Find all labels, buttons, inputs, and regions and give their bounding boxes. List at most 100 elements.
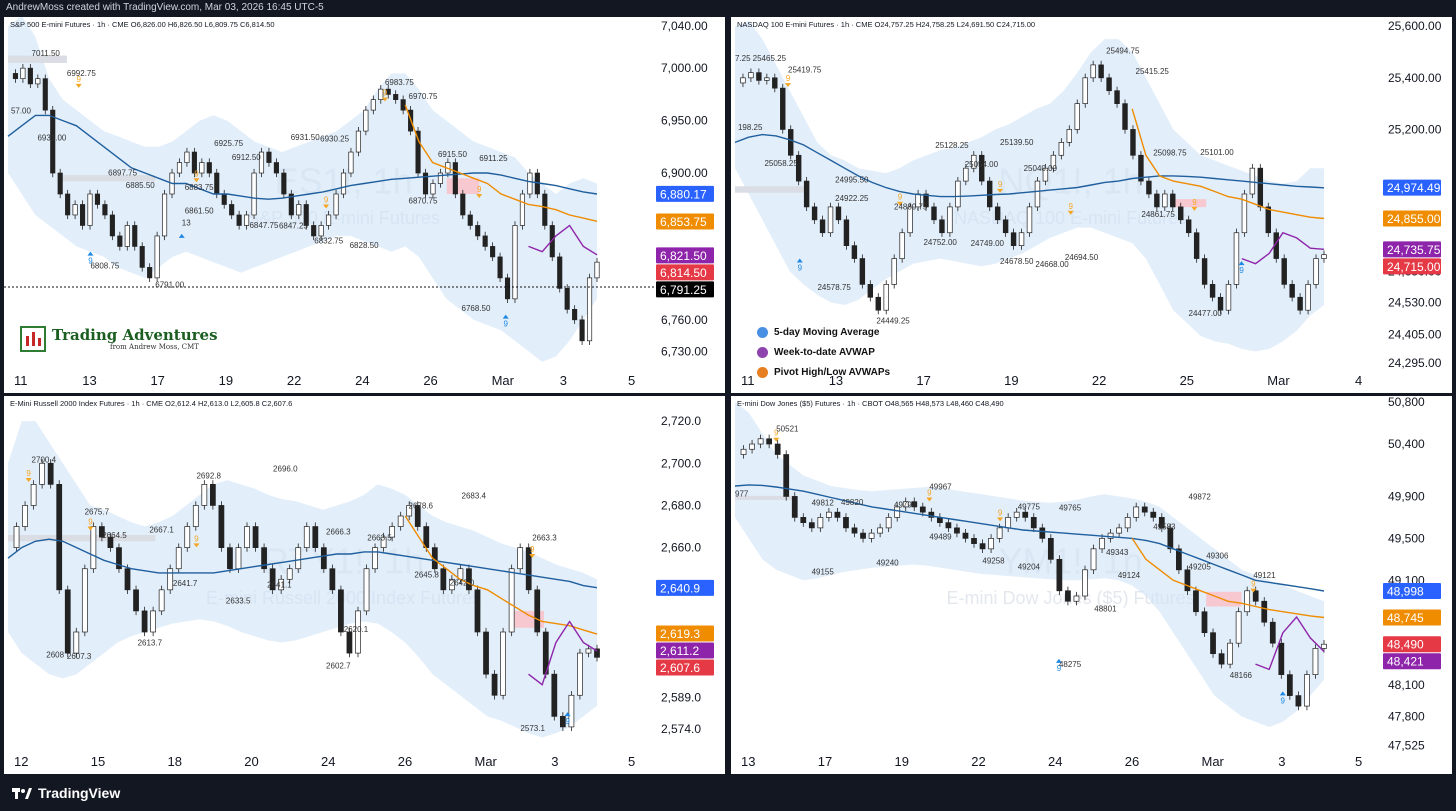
candle-body-down [1150,511,1157,518]
bollinger-band [8,421,597,738]
chart-title: NASDAQ 100 E-mini Futures · 1h · CME O24… [737,20,1035,29]
candle [355,126,361,157]
pivot-label: 6970.75 [409,92,438,101]
tradingview-logo-icon [12,788,32,799]
x-tick-label: 24 [1048,754,1062,769]
pivot-label: 48166 [1230,671,1253,680]
pivot-label: 49124 [1118,571,1141,580]
tradingview-brand[interactable]: TradingView [12,785,120,801]
candle [107,532,114,552]
candle-body-down [475,225,481,237]
candle-body-up [1005,517,1012,529]
candle [894,502,901,522]
candle [1201,607,1208,637]
candle-body-up [1233,232,1240,285]
candle-body-down [1210,632,1216,655]
candle [109,210,115,241]
marker-label: 9 [1192,198,1197,207]
candle-body-up [899,232,905,259]
td-sell-marker: 9 [785,74,792,87]
triangle-up-icon [564,712,571,717]
candle-body-down [491,673,498,696]
candle-body-up [749,443,755,450]
candle [482,231,488,251]
candle [162,189,168,241]
candle [378,84,384,104]
price-tag: 2,619.3 [656,625,714,642]
candle-body-down [393,94,399,100]
candle-body-down [1176,548,1182,571]
chart-panel-rty[interactable]: RTY1!, 1hE-mini Russell 2000 Index Futur… [4,396,725,774]
pivot-label: 6983.75 [385,78,414,87]
legend-item: 5-day Moving Average [757,322,890,342]
candle-body-up [757,438,764,445]
chart-panel-es[interactable]: ES1!, 1hS&P 500 E-mini Futures9999999701… [4,17,725,393]
candle-body-down [94,193,101,205]
candle-body-up [380,536,387,548]
pivot-label: 2667.1 [149,526,174,535]
candle-body-down [209,484,216,506]
candle-body-down [269,568,276,591]
marker-label: 9 [1251,580,1256,589]
candle-body-down [1252,590,1259,602]
candle [430,179,436,199]
candle [979,539,986,554]
pivot-label: 2620.1 [344,625,369,634]
candle-body-up [244,214,250,226]
candle-body-down [534,589,541,633]
candle [749,439,755,454]
pivot-label: 6847.25 [279,221,308,230]
candle [971,151,977,173]
y-tick-label: 6,900.00 [661,166,708,180]
chart-panel-ym[interactable]: YM1!, 1hE-mini Dow Jones ($5) Futures999… [731,396,1452,774]
marker-label: 9 [88,257,93,266]
logo-title: Trading Adventures [52,326,218,344]
candle [1312,644,1319,679]
pivot-label: 49794 [894,501,917,510]
candle [452,158,458,199]
candle [296,200,302,220]
price-tag-label: 48,745 [1387,611,1424,625]
candle-body-down [803,180,810,208]
pivot-label: 6768.50 [462,304,491,313]
candle-body-up [817,517,824,529]
candle [1297,293,1303,315]
candle [87,189,93,230]
candle-body-down [191,151,197,174]
candle-body-down [139,246,145,268]
pivot-label: 2683.4 [462,491,487,500]
pivot-label: 49765 [1059,504,1082,513]
triangle-down-icon [997,517,1004,522]
price-tag: 2,611.2 [656,642,714,659]
pivot-label: 49872 [1189,492,1212,501]
candle [947,202,953,237]
x-tick-label: 22 [971,754,985,769]
grey-zone [735,186,806,193]
candle [851,241,858,263]
candle [568,691,575,732]
pivot-label: 6925.75 [214,139,243,148]
y-tick-label: 24,295.00 [1388,356,1442,370]
wtd-avwap-line [528,224,598,256]
candle [102,200,108,220]
candle [1321,250,1327,263]
price-tag-box [656,213,714,230]
candle-body-up [389,526,396,538]
triangle-down-icon [193,543,200,548]
marker-label: 9 [1057,664,1062,673]
candle-body-up [150,610,156,633]
candle-body-down [1047,538,1054,560]
candle-body-down [261,547,267,570]
candle-body-up [971,154,977,169]
candle-body-up [1073,595,1080,602]
candle [415,126,421,178]
candle [22,501,28,531]
chart-panel-nq[interactable]: NQ1!, 1hNASDAQ 100 E-mini Futures9999999… [731,17,1452,393]
candle-body-down [1261,600,1268,623]
candle [56,480,63,594]
candle-body-down [979,154,985,182]
candle [406,501,413,521]
candle [1278,639,1285,679]
candle [329,564,336,594]
pivot-avwap-line [1131,108,1325,220]
